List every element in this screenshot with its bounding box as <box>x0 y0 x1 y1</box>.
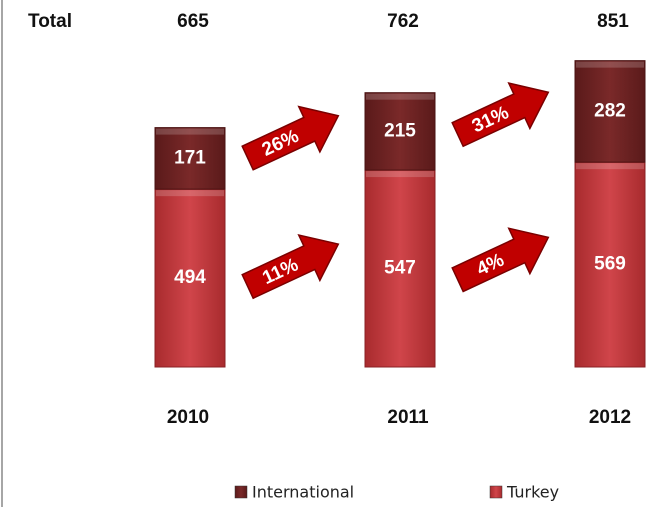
bar-bevel <box>576 163 644 170</box>
bar-segment <box>154 127 226 190</box>
bar-segment <box>574 60 646 163</box>
arrow-shape <box>451 227 550 293</box>
x-tick-label: 2012 <box>589 407 631 428</box>
legend-swatch <box>489 485 503 499</box>
total-label: 762 <box>387 11 419 32</box>
value-label: 171 <box>174 147 206 168</box>
value-label: 215 <box>384 120 416 141</box>
totals-label: Total <box>28 11 72 32</box>
bar-bevel <box>366 93 434 100</box>
value-label: 494 <box>174 267 206 288</box>
growth-arrow: 31% <box>451 82 550 148</box>
arrow-shape <box>451 82 550 148</box>
value-label: 547 <box>384 258 416 279</box>
bar-bevel <box>576 61 644 68</box>
bar-bevel <box>156 128 224 135</box>
x-tick-label: 2010 <box>167 407 209 428</box>
value-label: 569 <box>594 254 626 275</box>
legend-label: Turkey <box>506 483 559 502</box>
bar-segment <box>574 161 646 368</box>
legend-label: International <box>252 483 354 502</box>
x-tick-label: 2011 <box>387 407 429 428</box>
bar-bevel <box>366 171 434 178</box>
legend-swatch <box>234 485 248 499</box>
growth-arrow: 11% <box>241 233 340 300</box>
arrow-shape <box>241 233 340 300</box>
arrow-shape <box>241 105 340 171</box>
bar-segment <box>154 188 226 368</box>
growth-arrow: 26% <box>241 105 340 171</box>
bar-segment <box>364 92 436 171</box>
total-label: 665 <box>177 11 209 32</box>
growth-arrow: 4% <box>451 227 550 293</box>
total-label: 851 <box>597 11 629 32</box>
bar-bevel <box>156 190 224 197</box>
value-label: 282 <box>594 100 626 121</box>
